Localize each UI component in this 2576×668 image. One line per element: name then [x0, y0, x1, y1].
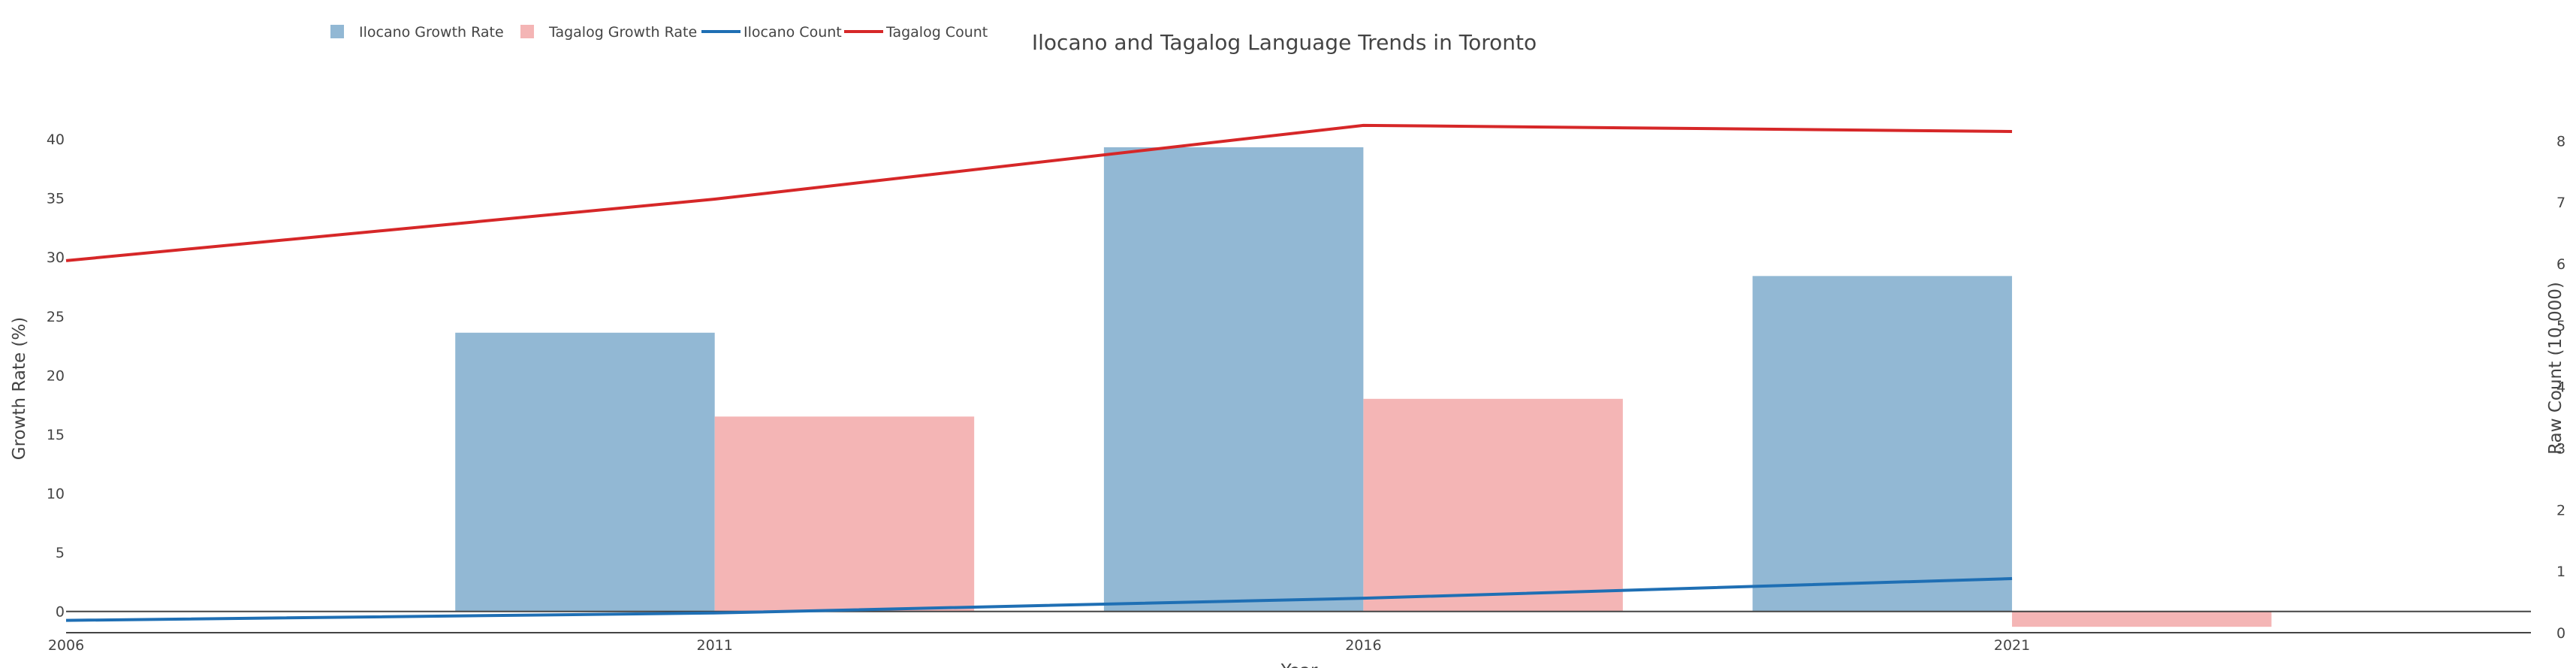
legend-swatch — [330, 25, 344, 38]
legend-swatch — [520, 25, 534, 38]
bars — [455, 147, 2272, 627]
y-axis-ticks: 0 5 10 15 20 25 30 35 40 — [47, 131, 65, 621]
y2-tick-label: 4 — [2556, 379, 2565, 396]
legend: Ilocano Growth Rate Tagalog Growth Rate Il… — [330, 24, 988, 41]
bar — [455, 332, 715, 612]
y2-tick-label: 5 — [2556, 318, 2565, 334]
x-tick-label: 2011 — [697, 637, 733, 654]
y2-tick-label: 6 — [2556, 256, 2565, 273]
bar — [2012, 611, 2272, 627]
bar — [1103, 147, 1364, 612]
x-tick-label: 2006 — [48, 637, 84, 654]
y2-axis-title: Raw Count (10,000) — [2546, 282, 2565, 455]
lines — [65, 123, 2013, 622]
x-axis-ticks: 2006 2011 2016 2021 — [48, 637, 2030, 654]
y2-tick-label: 7 — [2556, 195, 2565, 211]
y-tick-label: 5 — [56, 545, 65, 561]
legend-entry: Ilocano Count — [744, 24, 842, 41]
y2-tick-label: 0 — [2556, 625, 2565, 642]
y2-tick-label: 3 — [2556, 440, 2565, 457]
y2-tick-label: 8 — [2556, 133, 2565, 150]
y-tick-label: 10 — [47, 486, 65, 503]
legend-entry: Tagalog Growth Rate — [548, 24, 697, 41]
legend-entry: Ilocano Growth Rate — [359, 24, 504, 41]
y-tick-label: 15 — [47, 427, 65, 443]
y-tick-label: 35 — [47, 191, 65, 207]
y-axis-title: Growth Rate (%) — [10, 317, 29, 460]
y-tick-label: 40 — [47, 131, 65, 148]
series-line — [65, 123, 2013, 262]
y2-axis-ticks: 0 1 2 3 4 5 6 7 8 — [2556, 133, 2565, 642]
chart-title: Ilocano and Tagalog Language Trends in T… — [1032, 30, 1537, 55]
y2-tick-label: 2 — [2556, 502, 2565, 518]
bar — [1752, 276, 2013, 612]
bar — [1363, 398, 1623, 612]
y-tick-label: 0 — [56, 604, 65, 621]
bar — [714, 416, 975, 612]
legend-entry: Tagalog Count — [885, 24, 988, 41]
y2-tick-label: 1 — [2556, 564, 2565, 580]
series-line — [65, 576, 2013, 622]
x-axis-title: Year — [1280, 661, 1318, 668]
y-tick-label: 20 — [47, 367, 65, 384]
y-tick-label: 25 — [47, 309, 65, 325]
x-tick-label: 2016 — [1345, 637, 1381, 654]
x-tick-label: 2021 — [1994, 637, 2030, 654]
y-tick-label: 30 — [47, 249, 65, 266]
